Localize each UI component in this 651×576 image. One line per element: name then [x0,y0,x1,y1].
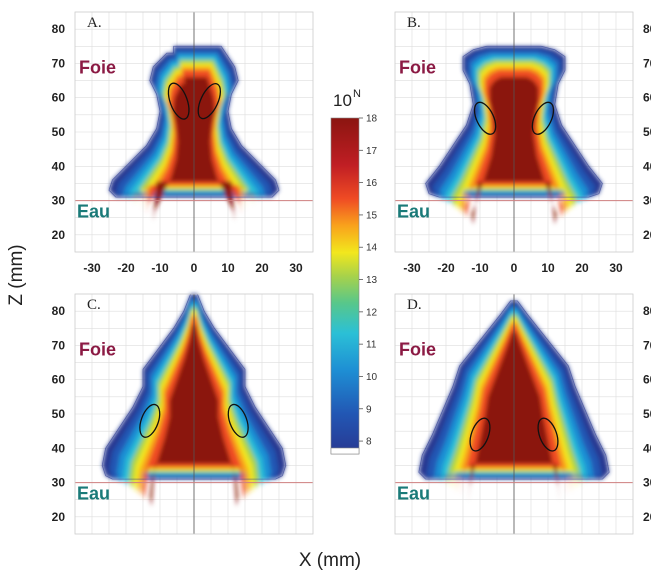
target-ellipse [227,403,249,438]
plume-outline [425,45,603,198]
colorbar-tick-label: 10 [366,372,378,383]
z-tick-label: 60 [643,373,651,387]
region-label-water: Eau [397,202,430,222]
x-tick-label: -30 [403,261,421,275]
colorbar-title-exponent: N [353,88,361,100]
region-label-liver: Foie [79,340,116,360]
colorbar-tick-label: 14 [366,243,378,254]
z-tick-label: 50 [52,407,66,421]
z-tick-label: 30 [52,476,66,490]
z-tick-label: 40 [643,441,651,455]
panel-c: C. Foie Eau 20 30 40 50 60 70 80 [52,293,314,535]
z-tick-label: 60 [52,91,66,105]
region-label-liver: Foie [399,58,436,78]
z-tick-label: 80 [643,22,651,36]
region-label-liver: Foie [399,340,436,360]
z-tick-label: 40 [52,441,66,455]
x-tick-label: 20 [255,261,269,275]
target-ellipse [167,82,190,120]
panel-label: C. [87,297,101,313]
target-ellipse [197,83,222,120]
x-tick-label: -10 [471,261,489,275]
colorbar-tick-label: 17 [366,146,378,157]
x-tick-label: 20 [575,261,589,275]
plume-outline [418,300,610,480]
z-tick-label: 60 [643,91,651,105]
z-tick-label: 50 [643,407,651,421]
region-label-liver: Foie [79,58,116,78]
colorbar-title: 10 [333,91,352,110]
z-tick-label: 70 [52,56,66,70]
x-tick-label: 10 [221,261,235,275]
x-tick-label: 0 [511,261,518,275]
z-tick-label: 20 [643,510,651,524]
z-tick-label: 30 [643,194,651,208]
target-ellipse [139,403,161,438]
z-tick-label: 30 [52,194,66,208]
panel-label: A. [87,15,102,31]
colorbar-tick-label: 12 [366,307,378,318]
x-tick-label: 30 [609,261,623,275]
colorbar-tick-label: 9 [366,404,372,415]
target-ellipse [537,417,559,452]
colorbar-gradient [330,117,360,455]
z-tick-label: 80 [52,304,66,318]
z-tick-label: 70 [52,338,66,352]
z-tick-label: 70 [643,338,651,352]
z-axis-title: Z (mm) [6,244,27,305]
z-tick-label: 20 [52,228,66,242]
plume-outline [108,45,280,198]
x-tick-label: -10 [151,261,169,275]
z-tick-label: 60 [52,373,66,387]
z-tick-label: 70 [643,56,651,70]
colorbar-tick-label: 16 [366,178,378,189]
z-tick-label: 50 [643,125,651,139]
panel-frame [394,11,634,253]
region-label-water: Eau [77,484,110,504]
panel-d: D. Foie Eau 20 30 40 50 60 70 80 [394,293,651,535]
panel-b: B. Foie Eau 20 30 40 50 60 70 80 -30 -20 -10 0 10 20 30 [394,11,651,275]
colorbar-tick-label: 18 [366,114,378,125]
panel-frame [394,293,634,535]
z-tick-label: 30 [643,476,651,490]
x-tick-label: 10 [541,261,555,275]
colorbar-tick-label: 13 [366,275,378,286]
x-tick-label: -30 [83,261,101,275]
x-tick-label: 0 [191,261,198,275]
z-tick-label: 80 [643,304,651,318]
colorbar-tick-label: 11 [366,340,377,351]
target-ellipse [531,101,555,135]
panel-label: B. [407,15,421,31]
z-tick-label: 50 [52,125,66,139]
region-label-water: Eau [77,202,110,222]
colorbar-tick-label: 8 [366,437,372,448]
panel-frame [74,11,314,253]
z-tick-label: 40 [643,159,651,173]
x-tick-label: -20 [437,261,455,275]
z-tick-label: 80 [52,22,66,36]
z-tick-label: 20 [643,228,651,242]
panel-a: A. Foie Eau 20 30 40 50 60 70 80 -30 -20 -10 0 10 20 30 [52,11,314,275]
z-tick-label: 40 [52,159,66,173]
region-label-water: Eau [397,484,430,504]
panel-label: D. [407,297,422,313]
x-tick-label: -20 [117,261,135,275]
plume-outline [101,293,287,480]
panel-frame [74,293,314,535]
colorbar-tick-label: 15 [366,210,378,221]
target-ellipse [473,101,497,135]
target-ellipse [469,417,491,452]
x-axis-title: X (mm) [299,550,361,571]
colorbar-floor [330,447,360,455]
z-tick-label: 20 [52,510,66,524]
x-tick-label: 30 [289,261,303,275]
